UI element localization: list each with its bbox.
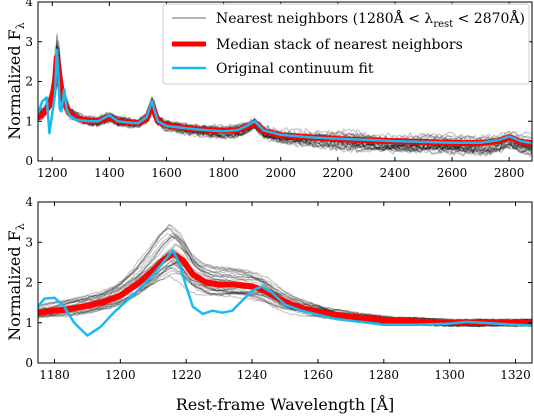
y-tick-label: 4 [25, 0, 33, 9]
continuum-fit-line [38, 249, 532, 337]
x-tick-label: 1200 [105, 368, 136, 382]
bottom-axes-frame [37, 201, 533, 364]
legend-label-neighbors: Nearest neighbors (1280Å < λrest < 2870Å… [216, 9, 525, 30]
x-tick-label: 2600 [437, 166, 468, 180]
neighbor-spectrum-line [38, 270, 532, 328]
y-tick-label: 1 [25, 114, 33, 128]
legend-label-continuum: Original continuum fit [216, 61, 374, 77]
top-ticks: 1200 1400 1600 1800 2000 2200 2400 2600 2800 0 1 2 3… [25, 0, 532, 180]
x-tick-label: 2200 [323, 166, 354, 180]
x-tick-label: 2800 [494, 166, 525, 180]
bottom-neighbor-spectra [38, 223, 532, 328]
bottom-ticks: 1180 1200 1220 1240 1260 1280 1300 1320 0 1 2 3 4 [25, 195, 532, 382]
x-tick-label: 1220 [171, 368, 202, 382]
x-tick-label: 1400 [94, 166, 125, 180]
y-tick-label: 1 [25, 316, 33, 330]
top-series-lines [38, 48, 532, 147]
x-tick-label: 2000 [265, 166, 296, 180]
legend-label-neighbors-sub: rest [433, 19, 453, 30]
y-tick-label: 0 [25, 356, 33, 370]
neighbor-spectrum-line [38, 232, 532, 328]
y-tick-label: 4 [25, 195, 33, 209]
y-tick-label: 2 [25, 276, 33, 290]
y-tick-label: 3 [25, 235, 33, 249]
bottom-series-lines [38, 249, 532, 337]
legend-label-median: Median stack of nearest neighbors [216, 37, 463, 53]
x-tick-label: 1240 [237, 368, 268, 382]
neighbor-spectrum-line [38, 224, 532, 328]
x-tick-label: 1600 [151, 166, 182, 180]
y-tick-label: 2 [25, 75, 33, 89]
x-tick-label: 1260 [303, 368, 334, 382]
top-ylabel: Normalized Fλ [5, 22, 27, 140]
x-tick-label: 1320 [500, 368, 531, 382]
top-panel: 1200 1400 1600 1800 2000 2200 2400 2600 2800 0 1 2 3… [5, 0, 533, 180]
neighbor-spectrum-line [38, 243, 532, 327]
legend-label-neighbors-end: < 2870Å) [453, 9, 525, 27]
x-tick-label: 1280 [369, 368, 400, 382]
x-tick-label: 1200 [37, 166, 68, 180]
continuum-fit-line [38, 48, 532, 145]
x-tick-label: 1300 [434, 368, 465, 382]
legend: Nearest neighbors (1280Å < λrest < 2870Å… [162, 3, 530, 85]
bottom-ylabel-subscript: λ [14, 223, 27, 230]
y-tick-label: 0 [25, 154, 33, 168]
bottom-xlabel: Rest-frame Wavelength [Å] [176, 394, 395, 414]
bottom-panel: 1180 1200 1220 1240 1260 1280 1300 1320 0 1 2 3 4 No… [5, 195, 533, 414]
y-tick-label: 3 [25, 35, 33, 49]
neighbor-spectrum-line [38, 33, 532, 157]
neighbor-spectrum-line [38, 74, 532, 143]
neighbor-spectrum-line [38, 227, 532, 327]
x-tick-label: 1800 [208, 166, 239, 180]
top-ylabel-subscript: λ [14, 22, 27, 29]
median-stack-line [38, 250, 532, 326]
neighbor-spectrum-line [38, 46, 532, 154]
neighbor-spectrum-line [38, 233, 532, 328]
x-tick-label: 1180 [39, 368, 70, 382]
x-tick-label: 2400 [380, 166, 411, 180]
legend-box [162, 3, 530, 85]
bottom-ylabel: Normalized Fλ [5, 223, 27, 341]
